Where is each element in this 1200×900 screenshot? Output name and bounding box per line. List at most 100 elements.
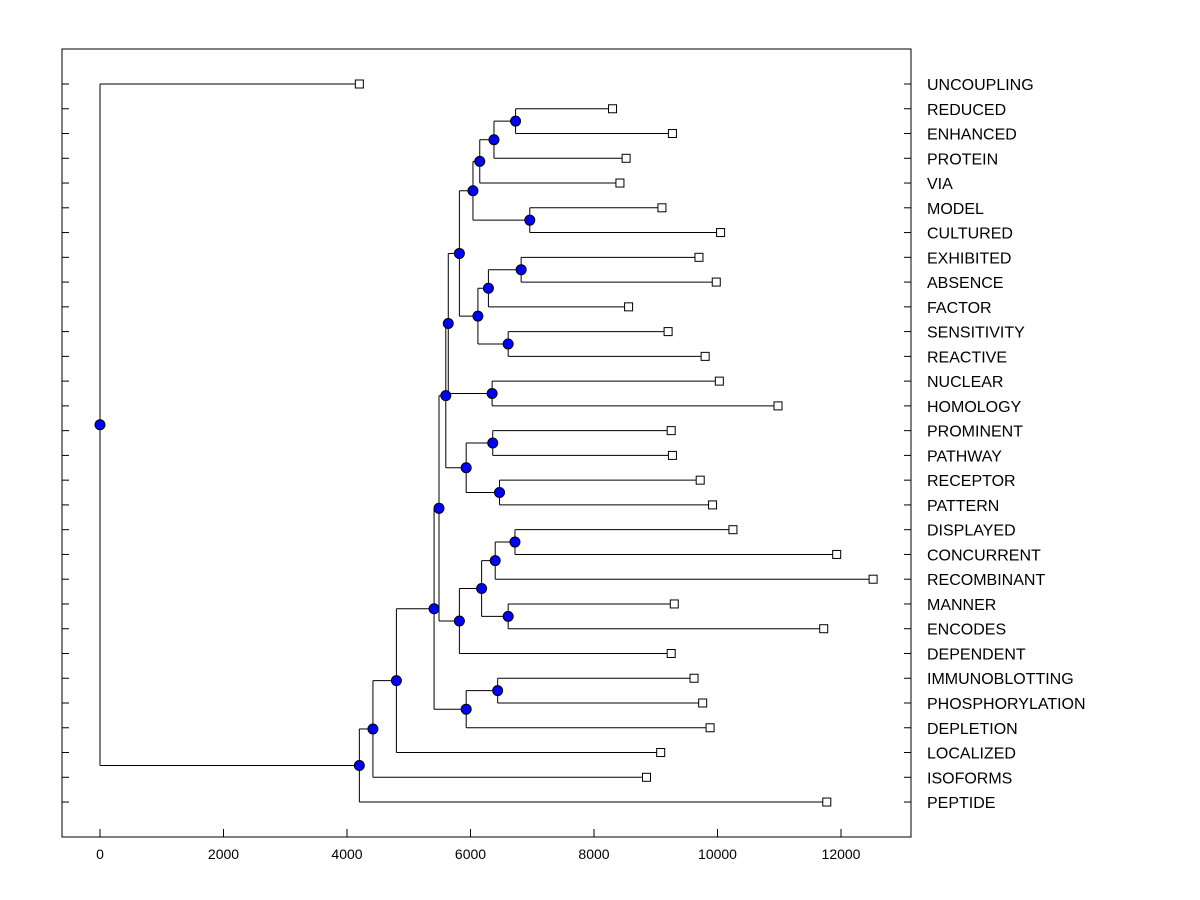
merge-node <box>442 317 454 329</box>
leaf-label: FACTOR <box>927 300 992 317</box>
leaf-marker <box>728 525 738 535</box>
merge-node <box>453 247 465 259</box>
merge-node <box>489 555 501 567</box>
leaf-label: DEPLETION <box>927 721 1018 738</box>
leaf-label: NUCLEAR <box>927 374 1003 391</box>
leaf-label: ENCODES <box>927 622 1006 639</box>
leaf-marker <box>711 277 721 287</box>
leaf-label: PROMINENT <box>927 424 1023 441</box>
x-tick-label: 10000 <box>698 846 737 862</box>
merge-node <box>510 115 522 127</box>
merge-node <box>428 603 440 615</box>
merge-node <box>367 723 379 735</box>
leaf-marker <box>354 79 364 89</box>
merge-node <box>492 685 504 697</box>
merge-node <box>509 536 521 548</box>
merge-node <box>460 703 472 715</box>
leaf-label: REACTIVE <box>927 349 1007 366</box>
merge-node <box>467 185 479 197</box>
leaf-label: HOMOLOGY <box>927 399 1022 416</box>
leaf-label: RECEPTOR <box>927 473 1016 490</box>
leaf-label: RECOMBINANT <box>927 572 1045 589</box>
merge-node <box>515 264 527 276</box>
leaf-marker <box>615 178 625 188</box>
merge-node <box>440 390 452 402</box>
leaf-marker <box>666 648 676 658</box>
merge-node <box>433 502 445 514</box>
leaf-label: UNCOUPLING <box>927 77 1034 94</box>
leaf-marker <box>694 252 704 262</box>
leaf-label: ISOFORMS <box>927 770 1012 787</box>
merge-node <box>353 759 365 771</box>
leaf-label: IMMUNOBLOTTING <box>927 671 1074 688</box>
x-tick-label: 12000 <box>822 846 861 862</box>
leaf-marker <box>641 772 651 782</box>
leaf-label: CULTURED <box>927 226 1013 243</box>
leaf-marker <box>819 624 829 634</box>
leaf-marker <box>663 327 673 337</box>
merge-node <box>487 437 499 449</box>
merge-node <box>472 310 484 322</box>
leaf-label: REDUCED <box>927 102 1006 119</box>
merge-node <box>524 214 536 226</box>
merge-node <box>502 610 514 622</box>
leaf-marker <box>667 129 677 139</box>
leaf-marker <box>708 500 718 510</box>
merge-node <box>94 419 106 431</box>
leaf-marker <box>698 698 708 708</box>
leaf-label: MANNER <box>927 597 996 614</box>
plot-frame <box>61 48 912 838</box>
merge-node <box>494 487 506 499</box>
leaf-label: DISPLAYED <box>927 523 1016 540</box>
leaf-markers <box>354 79 878 807</box>
x-tick-label: 6000 <box>455 846 486 862</box>
leaf-label: CONCURRENT <box>927 547 1041 564</box>
merge-node <box>502 338 514 350</box>
leaf-marker <box>832 549 842 559</box>
leaf-labels: UNCOUPLING REDUCED ENHANCED PROTEIN VIA MODEL… <box>927 77 1086 812</box>
x-tick-label: 0 <box>96 846 104 862</box>
leaf-label: ABSENCE <box>927 275 1003 292</box>
leaf-label: PROTEIN <box>927 151 998 168</box>
x-tick-label: 8000 <box>578 846 609 862</box>
merge-node <box>476 582 488 594</box>
leaf-label: SENSITIVITY <box>927 325 1025 342</box>
merge-node <box>482 282 494 294</box>
branches <box>99 83 874 803</box>
leaf-label: PHOSPHORYLATION <box>927 696 1086 713</box>
leaf-marker <box>773 401 783 411</box>
leaf-label: PATTERN <box>927 498 999 515</box>
leaf-marker <box>700 351 710 361</box>
x-axis-labels: 0 2000 4000 6000 8000 10000 12000 <box>96 846 861 862</box>
merge-node <box>460 462 472 474</box>
merge-node <box>486 388 498 399</box>
leaf-label: LOCALIZED <box>927 746 1016 763</box>
leaf-label: ENHANCED <box>927 127 1017 144</box>
merge-node <box>474 155 486 167</box>
leaf-label: PATHWAY <box>927 448 1002 465</box>
leaf-label: EXHIBITED <box>927 250 1011 267</box>
merge-node <box>453 615 465 627</box>
leaf-marker <box>608 104 618 114</box>
x-tick-label: 4000 <box>331 846 362 862</box>
x-tick-label: 2000 <box>208 846 239 862</box>
leaf-label: DEPENDENT <box>927 646 1026 663</box>
leaf-marker <box>656 748 666 758</box>
leaf-label: MODEL <box>927 201 984 218</box>
leaf-marker <box>657 203 667 213</box>
leaf-marker <box>689 673 699 683</box>
leaf-marker <box>822 797 832 807</box>
leaf-marker <box>714 376 724 386</box>
leaf-label: PEPTIDE <box>927 795 995 812</box>
leaf-marker <box>667 450 677 460</box>
leaf-marker <box>624 302 634 312</box>
merge-nodes <box>94 115 536 771</box>
leaf-marker <box>716 228 726 238</box>
merge-node <box>390 675 402 687</box>
leaf-marker <box>666 426 676 436</box>
axis-ticks <box>62 83 911 837</box>
leaf-marker <box>705 723 715 733</box>
leaf-marker <box>621 153 631 163</box>
leaf-marker <box>695 475 705 485</box>
